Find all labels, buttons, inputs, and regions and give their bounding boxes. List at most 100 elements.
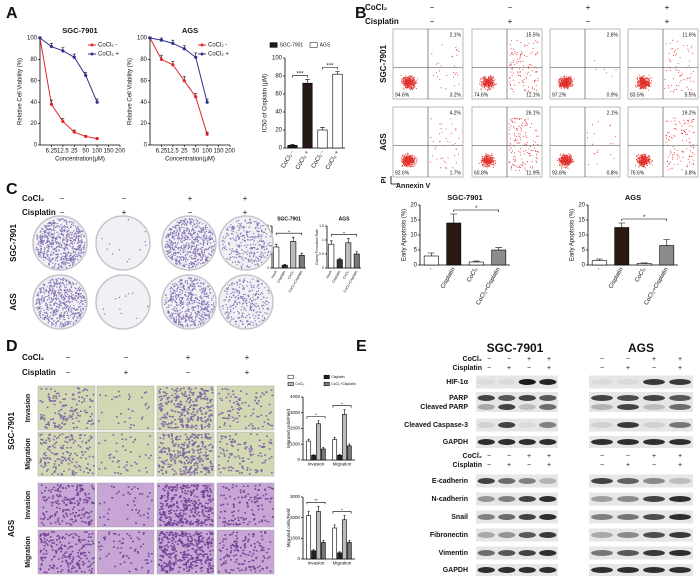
treatment-sign: +	[665, 17, 670, 26]
error-bar	[618, 222, 626, 228]
bar	[311, 454, 316, 461]
blot-band	[643, 478, 665, 484]
blot-band	[669, 395, 691, 401]
bar	[636, 263, 652, 266]
legend-label: CoCl₂ +	[208, 52, 229, 58]
blot-band	[518, 514, 536, 520]
bar	[316, 423, 321, 461]
blot-band	[477, 478, 495, 484]
treatment-sign: −	[487, 365, 491, 372]
bar	[320, 448, 326, 461]
y-axis-label: Relative Cell Viability (%)	[18, 58, 24, 125]
treatment-sign: +	[243, 194, 248, 203]
blot-band	[539, 404, 557, 410]
stained-cells	[158, 387, 214, 430]
treatment-sign: +	[507, 462, 511, 469]
point	[182, 47, 186, 51]
bar	[306, 440, 312, 461]
row-label: AGS	[7, 519, 16, 537]
treatment-sign: −	[527, 462, 531, 469]
point	[182, 79, 186, 83]
treatment-sign: +	[626, 365, 630, 372]
treatment-sign: −	[430, 3, 435, 12]
y-tick-label: 15	[410, 218, 417, 224]
legend-label: CoCl₂+Cisplatin	[331, 382, 356, 386]
significance-label: ***	[296, 71, 304, 77]
quadrant-lines	[550, 29, 620, 99]
colonies	[164, 277, 215, 328]
x-tick-label: 200	[225, 149, 236, 155]
point	[171, 63, 175, 67]
quadrant-lines	[628, 29, 698, 99]
treatment-sign: +	[586, 3, 591, 12]
blot-band	[591, 422, 613, 428]
treatment-sign: +	[245, 368, 250, 377]
blot-band	[669, 567, 691, 573]
point	[72, 55, 76, 59]
y-tick-label: 100	[137, 36, 148, 42]
quadrant-percent: 93.8%	[552, 170, 567, 176]
bar	[281, 264, 288, 269]
significance-bracket	[330, 234, 358, 237]
error-bar	[322, 447, 325, 449]
point	[148, 36, 152, 40]
treatment-label: Cisplatin	[22, 208, 56, 217]
treatment-sign: +	[665, 3, 670, 12]
y-tick-label: 0	[34, 143, 38, 149]
blot-band	[617, 532, 639, 538]
blot-band	[669, 478, 691, 484]
y-tick-label: 5	[414, 248, 418, 254]
y-tick-label: 1000	[290, 536, 301, 541]
y-tick-label: 0	[144, 143, 148, 149]
error-bar	[338, 454, 341, 456]
y-tick-label: 0	[267, 266, 269, 270]
treatment-label: CoCl₂	[22, 353, 45, 362]
blot-band	[669, 496, 691, 502]
legend-label: SGC-7901	[280, 42, 304, 48]
blot-strip	[476, 492, 558, 506]
y-tick-label: 0	[279, 146, 283, 152]
treatment-sign: +	[652, 453, 656, 460]
significance-bracket	[306, 416, 326, 419]
stained-cells	[158, 484, 214, 527]
y-axis-label: Early Apoptosis (%)	[570, 209, 576, 261]
legend-label: CoCl₂ -	[98, 43, 117, 49]
y-tick-label: 0	[322, 266, 324, 270]
blot-band	[643, 514, 665, 520]
quadrant-percent: 5.5%	[685, 92, 697, 98]
blot-band	[591, 404, 613, 410]
blot-band	[617, 567, 639, 573]
error-bar	[472, 260, 480, 262]
blot-band	[498, 567, 516, 573]
blot-band	[669, 404, 691, 410]
panel-label: C	[6, 181, 18, 198]
blot-band	[643, 550, 665, 556]
protein-label: Fibronectin	[430, 532, 468, 539]
bar	[311, 550, 316, 560]
y-tick-label: 5	[582, 248, 586, 254]
series-line	[39, 37, 98, 140]
x-tick-label: 150	[104, 149, 115, 155]
treatment-sign: −	[507, 453, 511, 460]
legend-marker	[90, 43, 94, 47]
legend-swatch	[323, 374, 330, 380]
chart-title: SGC-7901	[447, 193, 482, 202]
legend-label: -	[295, 375, 297, 379]
quadrant-percent: 11.6%	[682, 32, 696, 38]
bar	[346, 542, 352, 560]
error-bar	[312, 454, 315, 456]
blot-band	[643, 439, 665, 445]
y-axis-label: IC50 of Cisplatin (μM)	[263, 74, 269, 132]
transwell-field	[96, 482, 155, 528]
protein-label: GAPDH	[443, 439, 468, 446]
treatment-sign: −	[124, 353, 129, 362]
treatment-sign: +	[626, 462, 630, 469]
quadrant-lines	[472, 29, 542, 99]
axis-label: Annexin V	[396, 183, 431, 190]
treatment-sign: +	[122, 208, 127, 217]
chart-title: SGC-7901	[277, 216, 301, 222]
event-cloud	[557, 121, 616, 169]
y-tick-label: 100	[272, 56, 283, 62]
chart-title: AGS	[182, 26, 198, 35]
event-cloud	[635, 117, 695, 171]
